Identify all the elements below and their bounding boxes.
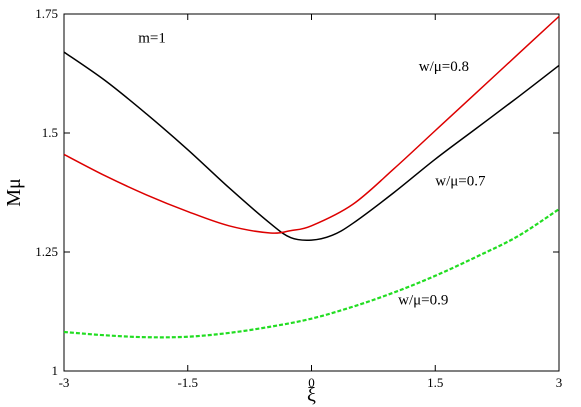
y-axis-label: Mμ (3, 178, 25, 207)
annotation-3: w/μ=0.7 (435, 173, 486, 189)
plot-frame (63, 13, 560, 372)
x-axis-label: ξ (307, 384, 316, 406)
y-tick-label: 1.5 (42, 125, 58, 140)
annotations: m=1 w/μ=0.8 w/μ=0.7 w/μ=0.9 (138, 31, 486, 309)
y-tick-label: 1.75 (35, 6, 58, 21)
series-line-2 (63, 15, 560, 234)
annotation-4: w/μ=0.9 (398, 292, 448, 308)
series-layer (63, 15, 560, 339)
x-tick-label: -1.5 (177, 375, 198, 390)
x-tick-label: 0 (308, 375, 315, 390)
annotation-1: m=1 (138, 31, 166, 47)
x-tick-label: 3 (556, 375, 563, 390)
y-tick-label: 1 (52, 363, 59, 378)
x-tick-label: 1.5 (427, 375, 443, 390)
ticks: -3 -1.5 0 1.5 3 1 1.25 1.5 1.75 (35, 6, 562, 390)
series-line-1 (63, 51, 560, 242)
series-line-3 (63, 208, 560, 339)
y-tick-label: 1.25 (35, 244, 58, 259)
x-tick-label: -3 (59, 375, 70, 390)
annotation-2: w/μ=0.8 (419, 59, 469, 75)
